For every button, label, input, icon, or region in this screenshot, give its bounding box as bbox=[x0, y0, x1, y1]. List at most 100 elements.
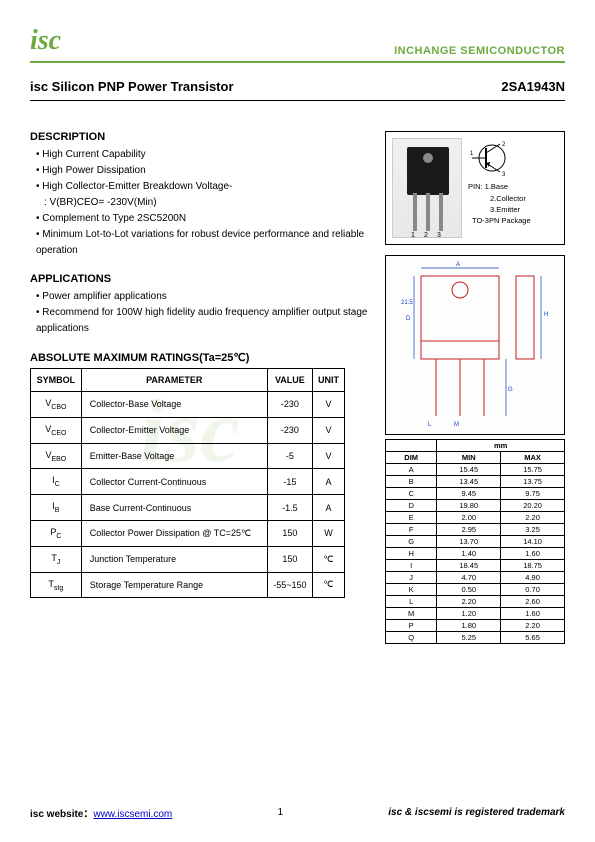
desc-item: High Current Capability bbox=[30, 147, 373, 163]
dim-max: 0.70 bbox=[501, 584, 565, 596]
cell-symbol: PC bbox=[31, 520, 82, 546]
pin-2 bbox=[426, 193, 430, 231]
dim-min: 2.00 bbox=[437, 512, 501, 524]
dim-col-max: MAX bbox=[501, 452, 565, 464]
cell-param: Storage Temperature Range bbox=[81, 572, 267, 598]
cell-param: Base Current-Continuous bbox=[81, 495, 267, 521]
table-row: F2.953.25 bbox=[386, 524, 565, 536]
cell-param: Collector Power Dissipation @ TC=25℃ bbox=[81, 520, 267, 546]
dim-letter: G bbox=[386, 536, 437, 548]
dim-mm-header: mm bbox=[437, 440, 565, 452]
dim-min: 15.45 bbox=[437, 464, 501, 476]
cell-unit: A bbox=[312, 469, 344, 495]
dim-letter: F bbox=[386, 524, 437, 536]
app-item: Power amplifier applications bbox=[30, 289, 373, 305]
pin-1 bbox=[413, 193, 417, 231]
title-row: isc Silicon PNP Power Transistor 2SA1943… bbox=[30, 71, 565, 101]
dim-min: 19.80 bbox=[437, 500, 501, 512]
cell-param: Collector-Emitter Voltage bbox=[81, 417, 267, 443]
desc-item: Minimum Lot-to-Lot variations for robust… bbox=[30, 227, 373, 259]
outline-svg: ADGHLM21.5 bbox=[386, 256, 564, 434]
table-row: E2.002.20 bbox=[386, 512, 565, 524]
dim-max: 20.20 bbox=[501, 500, 565, 512]
cell-symbol: VEBO bbox=[31, 443, 82, 469]
dim-max: 2.20 bbox=[501, 620, 565, 632]
pin-label-2: 2.Collector bbox=[468, 193, 531, 204]
pin-label-1: PIN: 1.Base bbox=[468, 181, 531, 192]
footer-right: isc & iscsemi is registered trademark bbox=[388, 807, 565, 818]
col-parameter: PARAMETER bbox=[81, 369, 267, 392]
dim-max: 15.75 bbox=[501, 464, 565, 476]
cell-value: -1.5 bbox=[267, 495, 312, 521]
col-symbol: SYMBOL bbox=[31, 369, 82, 392]
table-row: P1.802.20 bbox=[386, 620, 565, 632]
pin-num-3: 3 bbox=[437, 232, 441, 239]
dim-letter: J bbox=[386, 572, 437, 584]
package-photo: 1 2 3 bbox=[392, 138, 462, 238]
package-info: 1 2 3 PIN: 1.Base 2.Collector 3.Emitter … bbox=[468, 138, 531, 226]
logo: isc bbox=[30, 25, 61, 57]
cell-param: Collector Current-Continuous bbox=[81, 469, 267, 495]
svg-text:M: M bbox=[454, 422, 459, 428]
cell-symbol: Tstg bbox=[31, 572, 82, 598]
table-row: TstgStorage Temperature Range-55~150℃ bbox=[31, 572, 345, 598]
desc-sub: : V(BR)CEO= -230V(Min) bbox=[30, 195, 373, 211]
table-row: PCCollector Power Dissipation @ TC=25℃15… bbox=[31, 520, 345, 546]
cell-param: Collector-Base Voltage bbox=[81, 392, 267, 418]
pnp-symbol-icon: 1 2 3 bbox=[468, 138, 516, 178]
table-row: H1.401.60 bbox=[386, 548, 565, 560]
table-row: B13.4513.75 bbox=[386, 476, 565, 488]
pin-label-3: 3.Emitter bbox=[468, 204, 531, 215]
dim-min: 13.45 bbox=[437, 476, 501, 488]
dim-min: 5.25 bbox=[437, 632, 501, 644]
dim-min: 2.20 bbox=[437, 596, 501, 608]
dim-letter: A bbox=[386, 464, 437, 476]
cell-param: Junction Temperature bbox=[81, 546, 267, 572]
website-link[interactable]: www.iscsemi.com bbox=[93, 809, 172, 820]
dim-min: 1.80 bbox=[437, 620, 501, 632]
table-row: I18.4518.75 bbox=[386, 560, 565, 572]
ratings-table: SYMBOL PARAMETER VALUE UNIT VCBOCollecto… bbox=[30, 368, 345, 598]
col-unit: UNIT bbox=[312, 369, 344, 392]
cell-symbol: TJ bbox=[31, 546, 82, 572]
dim-letter: P bbox=[386, 620, 437, 632]
dim-max: 2.20 bbox=[501, 512, 565, 524]
page-number: 1 bbox=[277, 807, 283, 818]
dimensions-table: mm DIM MIN MAX A15.4515.75B13.4513.75C9.… bbox=[385, 439, 565, 644]
dim-min: 13.70 bbox=[437, 536, 501, 548]
dim-col-dim: DIM bbox=[386, 452, 437, 464]
cell-symbol: IC bbox=[31, 469, 82, 495]
dim-letter: K bbox=[386, 584, 437, 596]
svg-text:1: 1 bbox=[470, 151, 474, 157]
cell-value: -15 bbox=[267, 469, 312, 495]
pin-num-2: 2 bbox=[424, 232, 428, 239]
dim-letter: Q bbox=[386, 632, 437, 644]
package-name: TO-3PN Package bbox=[468, 215, 531, 226]
table-row: J4.704.90 bbox=[386, 572, 565, 584]
table-row: M1.201.60 bbox=[386, 608, 565, 620]
dim-max: 3.25 bbox=[501, 524, 565, 536]
cell-value: -55~150 bbox=[267, 572, 312, 598]
dim-letter: L bbox=[386, 596, 437, 608]
cell-value: -230 bbox=[267, 417, 312, 443]
footer-label: isc website： bbox=[30, 809, 93, 820]
dim-min: 18.45 bbox=[437, 560, 501, 572]
part-number: 2SA1943N bbox=[501, 79, 565, 94]
table-row: L2.202.60 bbox=[386, 596, 565, 608]
desc-item: High Collector-Emitter Breakdown Voltage… bbox=[30, 179, 373, 195]
svg-text:3: 3 bbox=[502, 172, 506, 178]
dim-letter: B bbox=[386, 476, 437, 488]
pin-3 bbox=[439, 193, 443, 231]
dim-min: 9.45 bbox=[437, 488, 501, 500]
page-title: isc Silicon PNP Power Transistor bbox=[30, 79, 234, 94]
cell-param: Emitter-Base Voltage bbox=[81, 443, 267, 469]
package-box: 1 2 3 1 2 3 PIN: bbox=[385, 131, 565, 245]
brand-text: INCHANGE SEMICONDUCTOR bbox=[394, 45, 565, 57]
dim-letter: M bbox=[386, 608, 437, 620]
cell-value: -230 bbox=[267, 392, 312, 418]
cell-unit: V bbox=[312, 417, 344, 443]
dim-letter: E bbox=[386, 512, 437, 524]
footer: isc website：www.iscsemi.com 1 isc & iscs… bbox=[30, 805, 565, 820]
cell-unit: ℃ bbox=[312, 572, 344, 598]
dim-blank bbox=[386, 440, 437, 452]
